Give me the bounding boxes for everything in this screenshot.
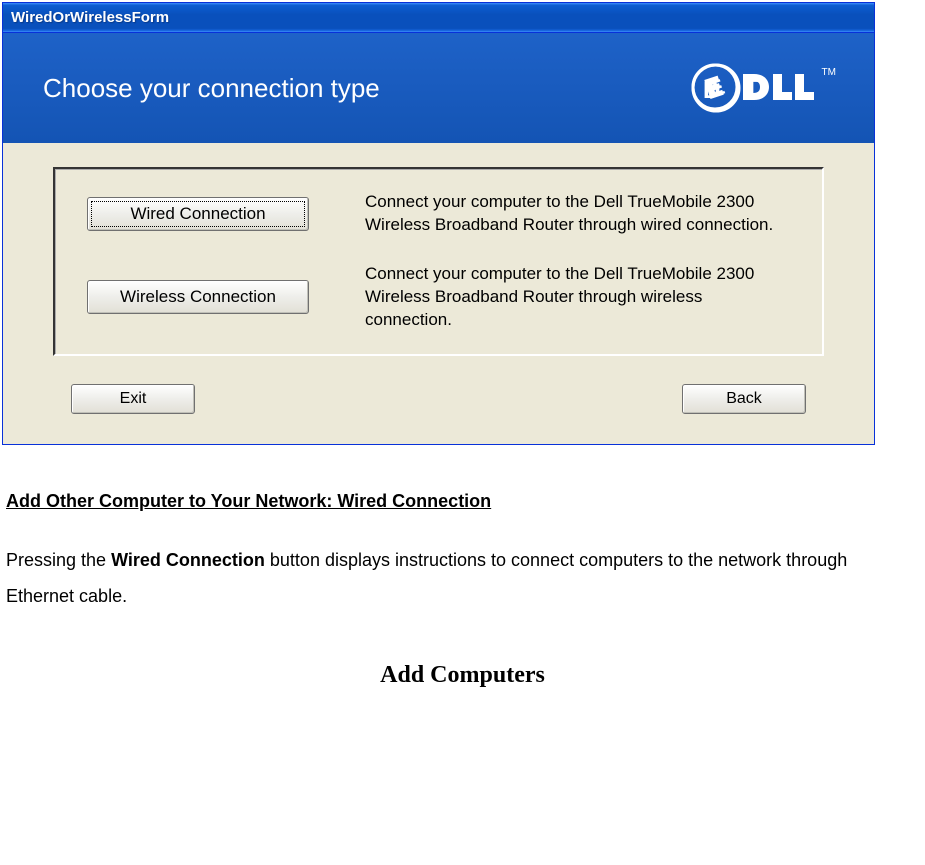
window-title: WiredOrWirelessForm xyxy=(11,9,169,26)
dell-logo: E D D TM xyxy=(691,63,836,113)
banner-heading: Choose your connection type xyxy=(43,73,380,104)
banner: Choose your connection type E D D xyxy=(3,33,874,143)
section-paragraph: Pressing the Wired Connection button dis… xyxy=(6,542,919,614)
options-panel: Wired Connection Connect your computer t… xyxy=(53,167,824,356)
document-section: Add Other Computer to Your Network: Wire… xyxy=(0,447,925,689)
wireless-connection-button[interactable]: Wireless Connection xyxy=(87,280,309,314)
trademark-label: TM xyxy=(822,67,836,78)
section-subtitle: Add Computers xyxy=(6,662,919,689)
paragraph-text-bold: Wired Connection xyxy=(111,550,265,570)
footer-buttons: Exit Back xyxy=(53,384,824,414)
titlebar[interactable]: WiredOrWirelessForm xyxy=(3,3,874,33)
application-window: WiredOrWirelessForm Choose your connecti… xyxy=(2,2,875,445)
option-row-wireless: Wireless Connection Connect your compute… xyxy=(87,263,804,332)
option-row-wired: Wired Connection Connect your computer t… xyxy=(87,191,804,237)
exit-button[interactable]: Exit xyxy=(71,384,195,414)
wireless-connection-description: Connect your computer to the Dell TrueMo… xyxy=(365,263,785,332)
back-button[interactable]: Back xyxy=(682,384,806,414)
wired-connection-description: Connect your computer to the Dell TrueMo… xyxy=(365,191,785,237)
window-body: Wired Connection Connect your computer t… xyxy=(3,143,874,444)
paragraph-text-pre: Pressing the xyxy=(6,550,111,570)
dell-wordmark-icon xyxy=(691,63,819,111)
wired-connection-button[interactable]: Wired Connection xyxy=(87,197,309,231)
section-heading: Add Other Computer to Your Network: Wire… xyxy=(6,491,919,512)
